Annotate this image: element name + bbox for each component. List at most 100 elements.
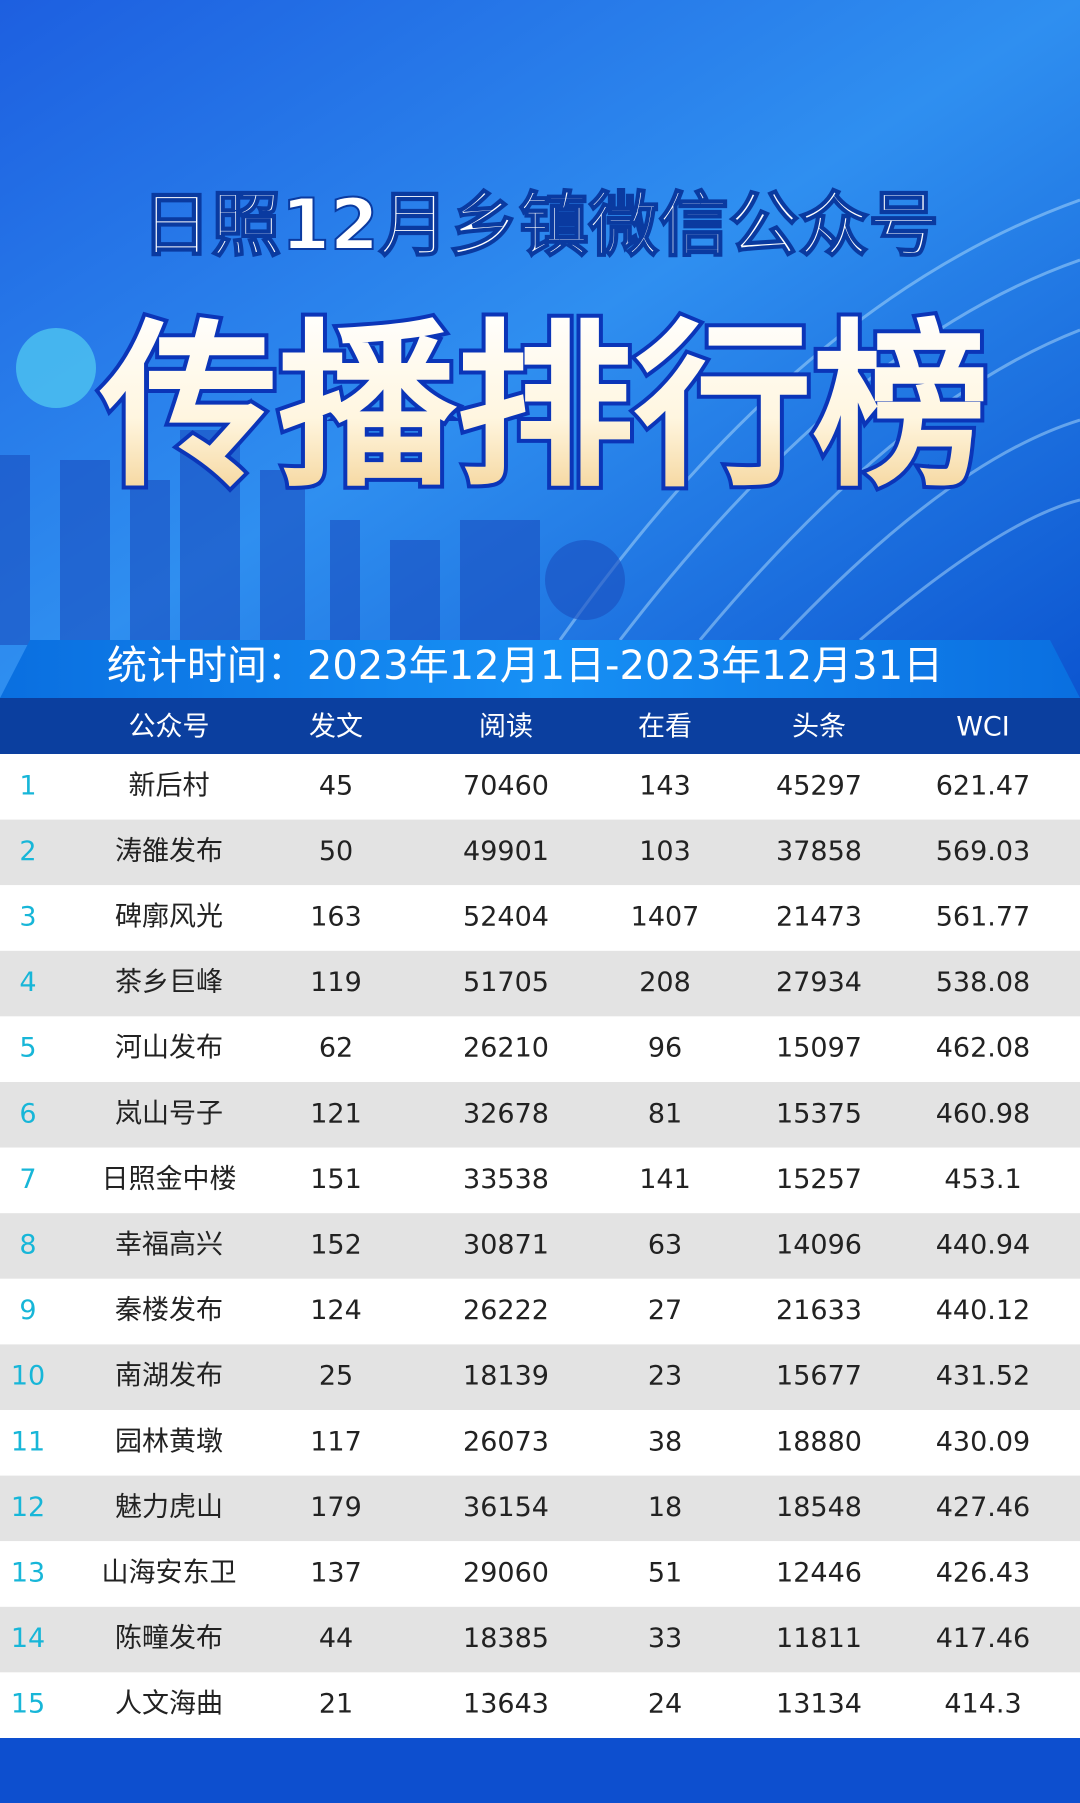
- cell: 18548: [776, 1492, 862, 1523]
- cell: 18385: [463, 1623, 549, 1654]
- cell: 13643: [463, 1689, 549, 1720]
- cell: 27: [648, 1295, 682, 1326]
- cell: 碑廓风光: [115, 902, 223, 933]
- column-header: 在看: [638, 712, 692, 743]
- row-bg: [0, 1606, 1080, 1673]
- cell: 440.12: [936, 1295, 1030, 1326]
- cell: 13134: [776, 1689, 862, 1720]
- row-bg: [0, 1016, 1080, 1082]
- cell: 15375: [776, 1098, 862, 1129]
- row-bg: [0, 754, 1080, 820]
- row-bg: [0, 1213, 1080, 1279]
- row-bg: [0, 950, 1080, 1017]
- cell: 414.3: [944, 1689, 1021, 1720]
- cell: 18139: [463, 1361, 549, 1392]
- cell: 南湖发布: [115, 1361, 223, 1392]
- period: 统计时间：2023年12月1日-2023年12月31日: [107, 643, 943, 689]
- row-bg: [0, 1410, 1080, 1476]
- cell: 21: [319, 1689, 353, 1720]
- cell: 18: [648, 1492, 682, 1523]
- row-bg: [0, 1475, 1080, 1542]
- cell: 137: [310, 1558, 362, 1589]
- cell: 11811: [776, 1623, 862, 1654]
- cell: 440.94: [936, 1230, 1030, 1261]
- cell: 涛雒发布: [115, 836, 223, 867]
- cell: 37858: [776, 836, 862, 867]
- cell: 70460: [463, 770, 549, 801]
- cell: 15097: [776, 1033, 862, 1064]
- cell: 15257: [776, 1164, 862, 1195]
- cell: 陈疃发布: [115, 1623, 223, 1654]
- cell: 50: [319, 836, 353, 867]
- period-bar: [0, 640, 1080, 698]
- cell: 143: [639, 770, 691, 801]
- cell: 45297: [776, 770, 862, 801]
- cell: 30871: [463, 1230, 549, 1261]
- cell: 151: [310, 1164, 362, 1195]
- rank: 2: [19, 836, 36, 867]
- rank: 7: [19, 1164, 36, 1195]
- cell: 426.43: [936, 1558, 1030, 1589]
- light-lines: [558, 198, 1080, 642]
- cell: 208: [639, 967, 691, 998]
- footer: [0, 1738, 1080, 1803]
- cell: 33538: [463, 1164, 549, 1195]
- cell: 12446: [776, 1558, 862, 1589]
- cell: 460.98: [936, 1098, 1030, 1129]
- cell: 561.77: [936, 902, 1030, 933]
- row-bg: [0, 1672, 1080, 1738]
- cell: 26073: [463, 1426, 549, 1457]
- cell: 63: [648, 1230, 682, 1261]
- cell: 25: [319, 1361, 353, 1392]
- cell: 岚山号子: [115, 1098, 223, 1129]
- cell: 121: [310, 1098, 362, 1129]
- row-bg: [0, 1278, 1080, 1345]
- cell: 38: [648, 1426, 682, 1457]
- column-header: 阅读: [479, 712, 533, 743]
- cell: 24: [648, 1689, 682, 1720]
- cell: 430.09: [936, 1426, 1030, 1457]
- cell: 36154: [463, 1492, 549, 1523]
- cell: 32678: [463, 1098, 549, 1129]
- rank: 10: [11, 1361, 45, 1392]
- cell: 417.46: [936, 1623, 1030, 1654]
- cell: 124: [310, 1295, 362, 1326]
- rank: 11: [11, 1426, 45, 1457]
- cell: 45: [319, 770, 353, 801]
- rank: 3: [19, 902, 36, 933]
- cell: 44: [319, 1623, 353, 1654]
- cell: 26222: [463, 1295, 549, 1326]
- cell: 园林黄墩: [115, 1426, 223, 1457]
- cell: 33: [648, 1623, 682, 1654]
- rank: 1: [19, 770, 36, 801]
- row-bg: [0, 1147, 1080, 1214]
- cell: 人文海曲: [115, 1689, 223, 1720]
- cell: 26210: [463, 1033, 549, 1064]
- cell: 秦楼发布: [115, 1295, 223, 1326]
- cell: 431.52: [936, 1361, 1030, 1392]
- cell: 62: [319, 1033, 353, 1064]
- cell: 103: [639, 836, 691, 867]
- rank: 13: [11, 1558, 45, 1589]
- cell: 27934: [776, 967, 862, 998]
- rank: 9: [19, 1295, 36, 1326]
- cell: 96: [648, 1033, 682, 1064]
- cell: 81: [648, 1098, 682, 1129]
- cell: 18880: [776, 1426, 862, 1457]
- cell: 51705: [463, 967, 549, 998]
- cell: 21473: [776, 902, 862, 933]
- cell: 河山发布: [115, 1033, 223, 1064]
- column-header: WCI: [956, 712, 1010, 743]
- rank: 4: [19, 967, 36, 998]
- cell: 569.03: [936, 836, 1030, 867]
- rank: 5: [19, 1033, 36, 1064]
- cell: 152: [310, 1230, 362, 1261]
- cell: 462.08: [936, 1033, 1030, 1064]
- cell: 52404: [463, 902, 549, 933]
- skyline: [0, 430, 625, 645]
- rank: 14: [11, 1623, 45, 1654]
- row-bg: [0, 1541, 1080, 1607]
- cell: 163: [310, 902, 362, 933]
